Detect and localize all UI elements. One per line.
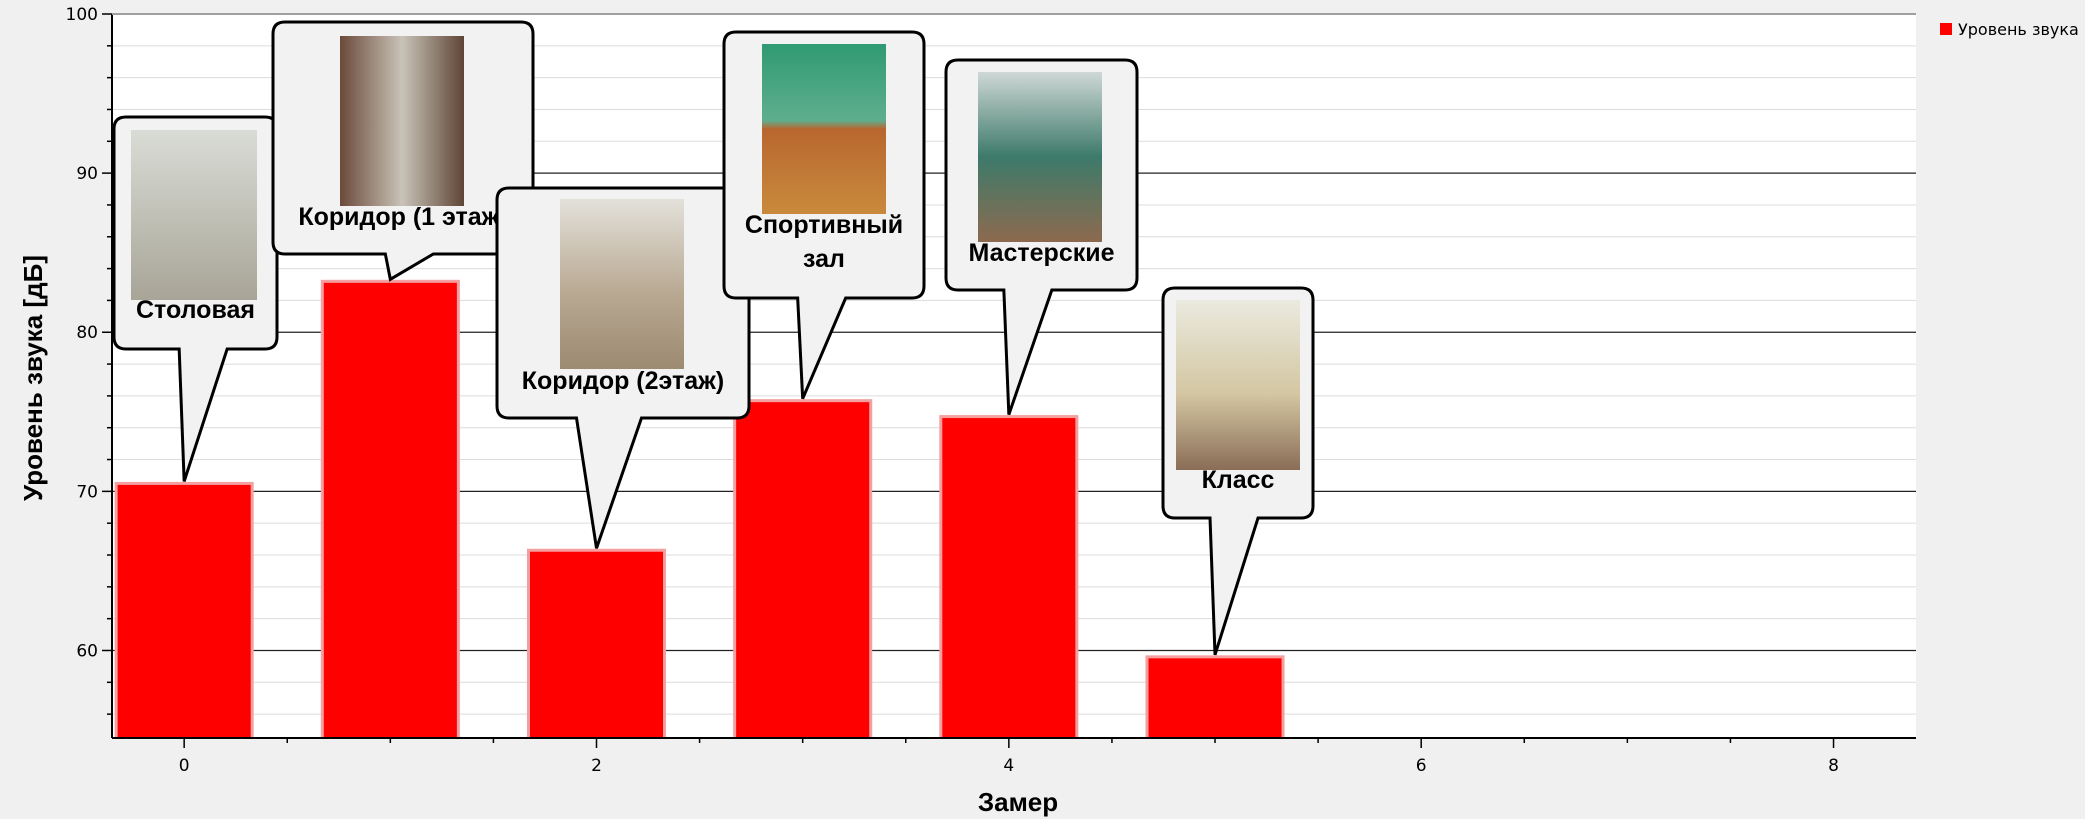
legend-swatch [1940,23,1952,35]
bars [114,279,1285,738]
x-tick-label: 6 [1416,756,1427,776]
y-tick-label: 90 [76,164,98,184]
x-tick-label: 4 [1003,756,1014,776]
callout-label: зал [803,245,845,273]
callout-label: Коридор (2этаж) [522,367,724,395]
photo-workshop [978,72,1102,242]
photo-corridor-2nd-floor [560,199,684,369]
callout: Спортивный зал [722,30,926,400]
bar [1145,655,1285,738]
callout: Класс [1161,286,1315,656]
callout-label: Мастерские [968,239,1114,267]
y-tick-label: 100 [66,5,98,25]
bar [733,399,873,738]
x-axis-title: Замер [978,787,1058,817]
bar [114,481,254,738]
legend-label: Уровень звука [1958,20,2079,39]
y-axis-title: Уровень звука [дБ] [18,255,48,501]
bar [526,548,667,738]
callout: Коридор (2этаж) [495,186,751,549]
callout: Столовая [112,115,279,482]
legend: Уровень звука [1940,20,2079,39]
x-tick-label: 2 [591,756,602,776]
bar [939,415,1079,738]
photo-classroom [1176,300,1300,470]
callout-label: Спортивный [745,211,903,239]
callout: Коридор (1 этаж) [271,20,535,282]
callout-label: Коридор (1 этаж) [298,203,507,231]
y-tick-label: 80 [76,323,98,343]
callout: Мастерские [944,58,1139,416]
axes: 60 70 80 90 100 0 2 4 6 8 [66,5,1916,776]
photo-gym [762,44,886,214]
bar [320,279,460,738]
y-tick-label: 60 [76,641,98,661]
callout-label: Класс [1202,466,1275,494]
callout-label: Столовая [136,296,255,324]
x-tick-label: 0 [179,756,190,776]
photo-corridor-1st-floor [340,36,464,206]
x-tick-label: 8 [1828,756,1839,776]
y-tick-label: 70 [76,482,98,502]
photo-cafeteria [131,130,257,300]
